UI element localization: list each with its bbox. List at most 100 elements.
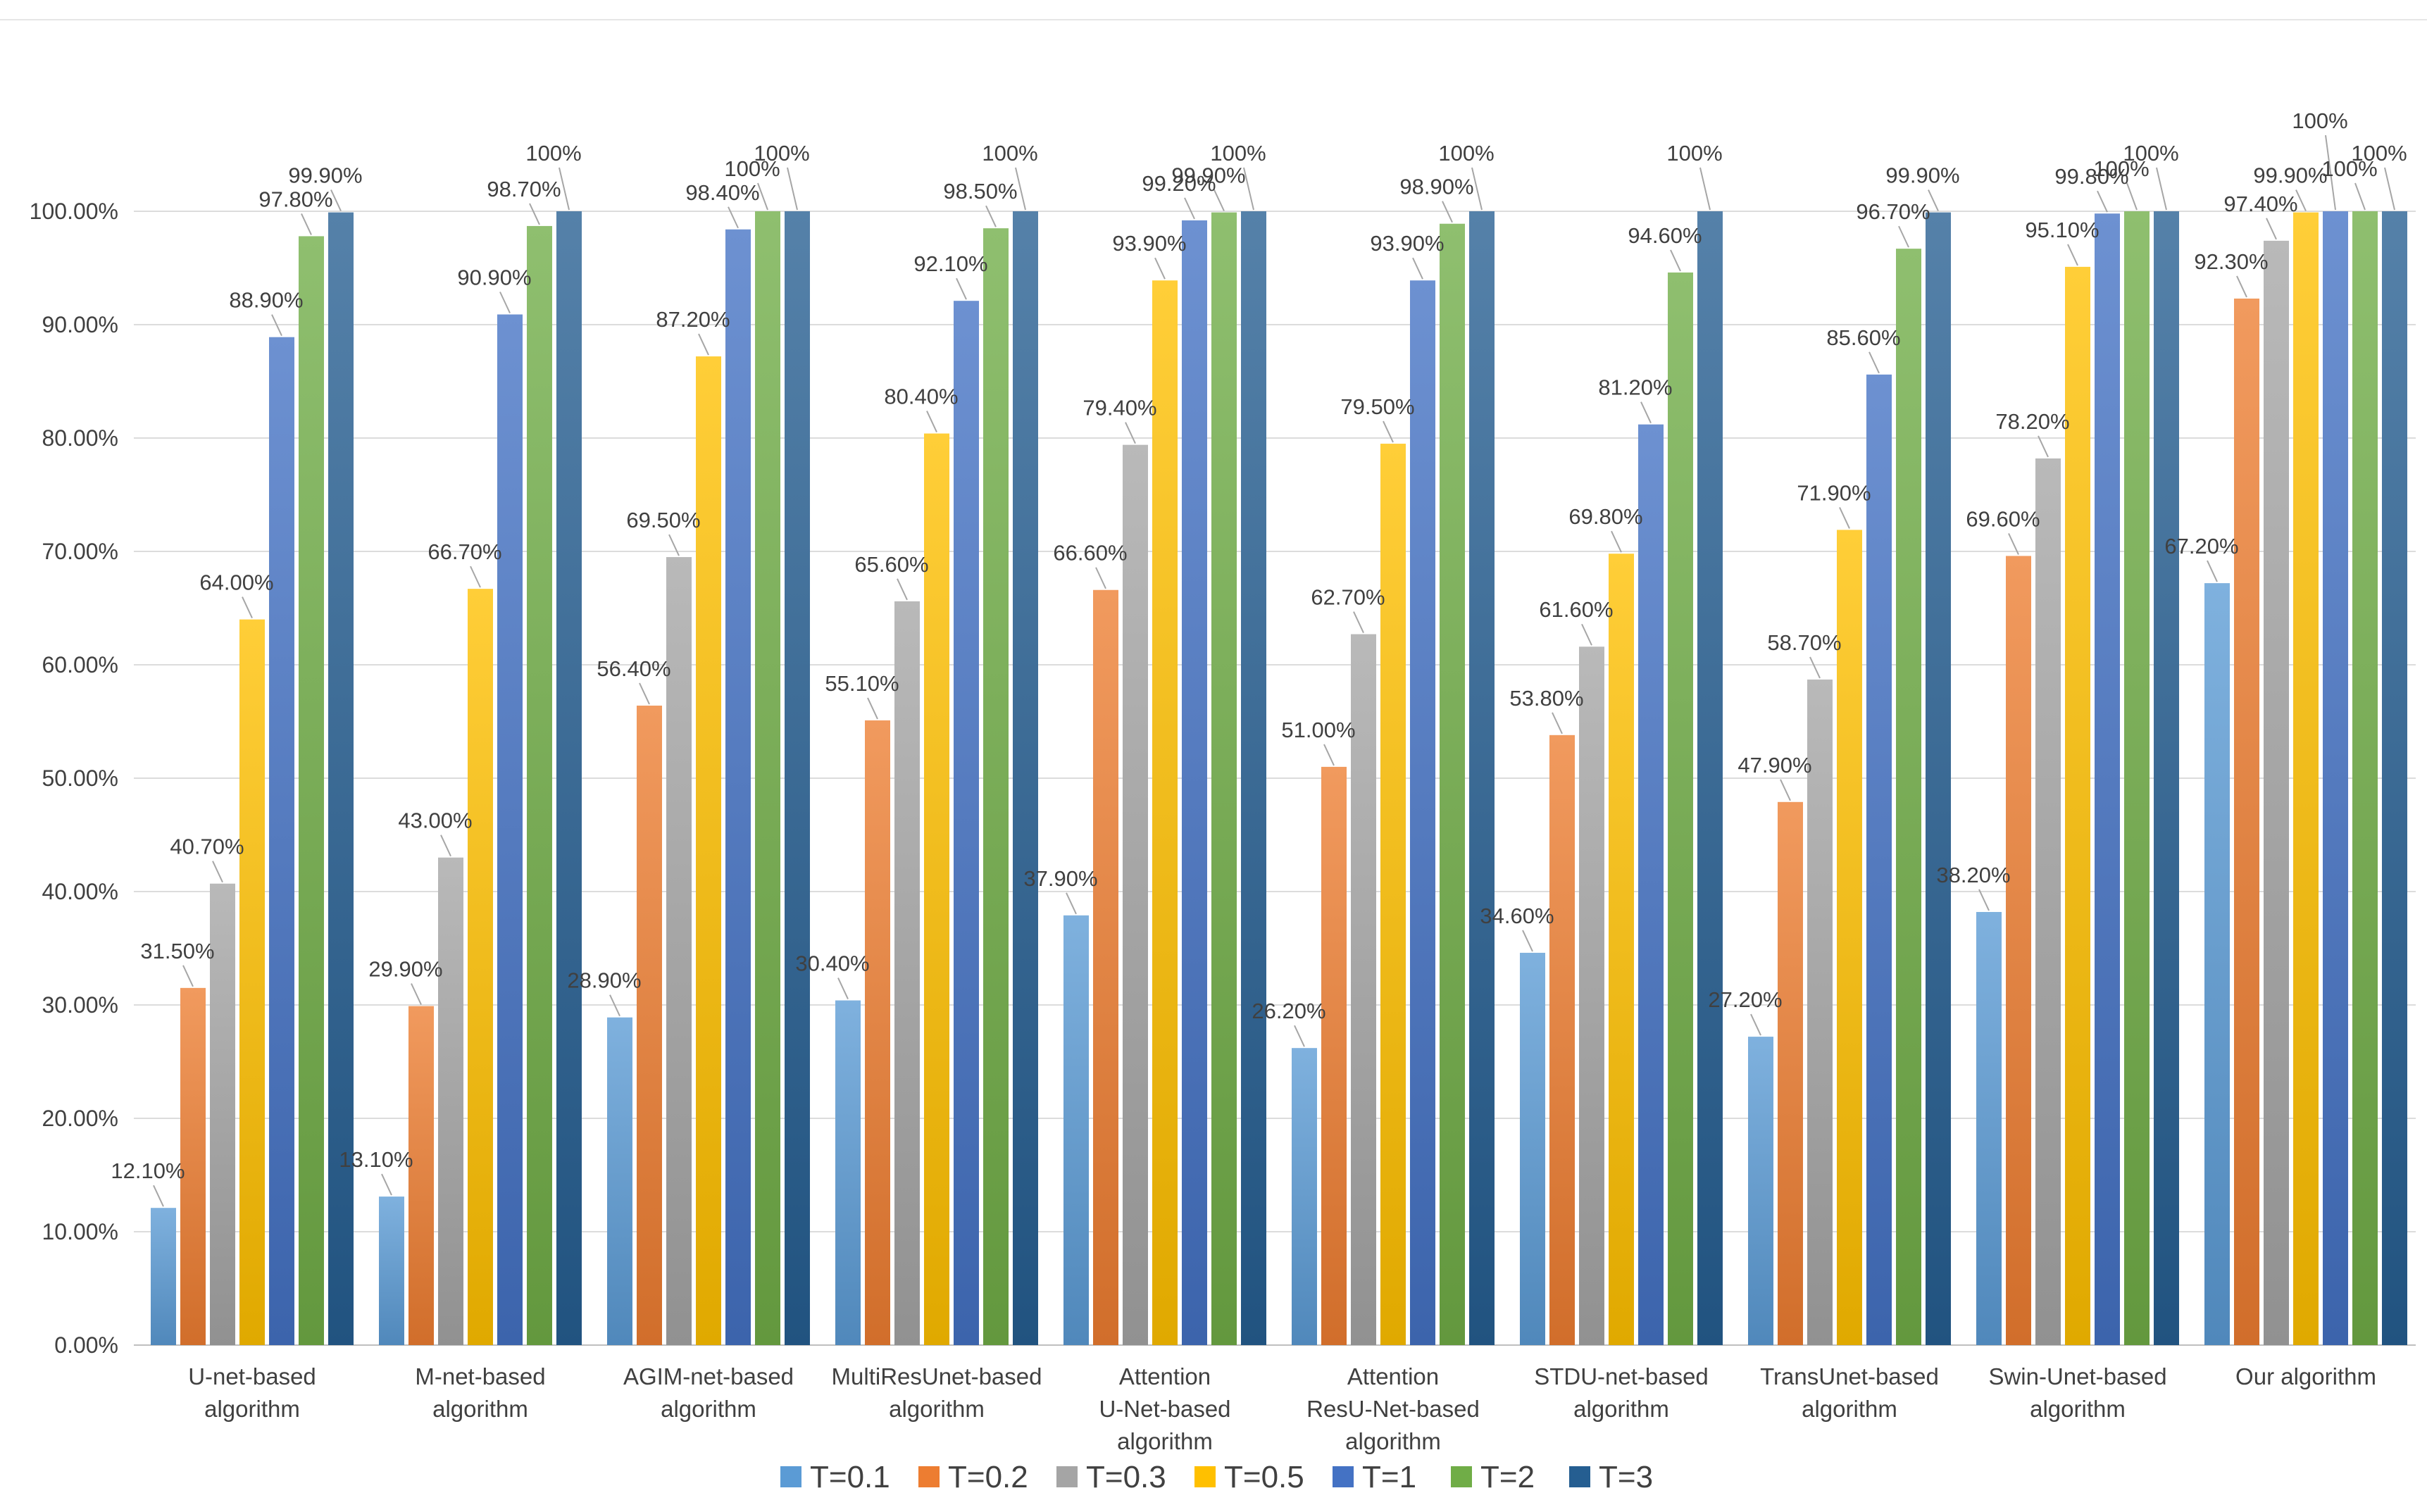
bar — [2293, 212, 2319, 1345]
category-label: AGIM-net-based algorithm — [623, 1363, 794, 1422]
y-tick-label: 10.00% — [42, 1219, 118, 1244]
data-label: 62.70% — [1311, 585, 1385, 610]
bar — [924, 433, 949, 1345]
bar — [1410, 280, 1435, 1346]
bar — [2204, 583, 2230, 1345]
bar — [468, 589, 493, 1345]
data-label: 78.20% — [1995, 409, 2069, 434]
bar — [328, 212, 354, 1345]
data-label: 66.60% — [1053, 541, 1127, 566]
leader-line — [2354, 182, 2366, 211]
leader-line — [1184, 197, 1195, 220]
leader-line — [926, 411, 937, 432]
bar — [2323, 211, 2348, 1345]
leader-line — [1015, 167, 1026, 211]
leader-line — [1214, 189, 1225, 212]
leader-line — [2236, 275, 2247, 298]
bar — [299, 236, 324, 1345]
data-label: 69.80% — [1568, 504, 1642, 529]
y-tick-label: 30.00% — [42, 992, 118, 1018]
data-label: 99.80% — [2054, 164, 2128, 189]
bar — [2234, 298, 2259, 1346]
data-label: 55.10% — [825, 671, 899, 696]
leader-line — [212, 861, 223, 883]
category-label: Attention ResU-Net-based algorithm — [1306, 1363, 1480, 1454]
bar — [1182, 220, 1207, 1345]
data-label: 47.90% — [1737, 753, 1811, 777]
bar — [1380, 444, 1406, 1345]
bar — [379, 1197, 404, 1345]
leader-line — [153, 1185, 164, 1207]
bar — [2065, 266, 2090, 1345]
bar — [1976, 911, 2002, 1345]
data-label: 97.40% — [2223, 192, 2297, 216]
data-label: 100% — [1210, 141, 1266, 165]
bar — [1866, 374, 1892, 1345]
leader-line — [1552, 712, 1563, 735]
leader-line — [956, 277, 967, 300]
bar — [785, 211, 810, 1345]
data-label: 81.20% — [1598, 375, 1672, 400]
data-label: 99.90% — [288, 163, 362, 188]
bar — [865, 720, 890, 1345]
data-label: 99.90% — [1171, 163, 1245, 188]
bar — [1668, 272, 1693, 1346]
leader-line — [1868, 351, 1880, 374]
leader-line — [1978, 889, 1990, 911]
leader-line — [837, 977, 849, 999]
data-label: 95.10% — [2025, 218, 2099, 242]
bar — [2006, 556, 2031, 1346]
data-label: 92.30% — [2194, 249, 2268, 274]
legend-swatch — [1056, 1466, 1078, 1487]
leader-line — [787, 167, 798, 211]
leader-line — [2067, 244, 2078, 266]
category-label: M-net-based algorithm — [415, 1363, 545, 1422]
y-axis-tick-labels: 0.00% 10.00% 20.00% 30.00% 40.00% 50.00% 60.00… — [30, 199, 118, 1358]
leader-line — [2038, 435, 2049, 458]
data-label: 69.60% — [1966, 506, 2040, 531]
data-label: 93.90% — [1370, 231, 1444, 256]
leader-line — [1471, 167, 1483, 211]
legend-label: T=0.5 — [1224, 1460, 1304, 1494]
data-label: 79.40% — [1083, 396, 1156, 420]
x-axis-category-labels: U-net-based algorithm M-net-based algorithm… — [188, 1363, 2376, 1454]
data-label: 26.20% — [1252, 999, 1325, 1023]
leader-line — [2156, 167, 2167, 211]
data-label: 28.90% — [567, 968, 641, 993]
data-label: 100% — [1666, 141, 1722, 165]
bar — [1292, 1048, 1317, 1345]
bar — [755, 211, 780, 1345]
data-label: 64.00% — [199, 570, 273, 595]
legend-swatch — [918, 1466, 940, 1487]
data-label: 100% — [2093, 156, 2149, 181]
bar — [269, 337, 294, 1346]
legend-label: T=2 — [1480, 1460, 1535, 1494]
bar — [983, 228, 1009, 1345]
bar — [556, 211, 582, 1345]
data-label: 100% — [525, 141, 581, 165]
bar — [1697, 211, 1723, 1345]
data-label: 100% — [2292, 108, 2347, 133]
leader-line — [728, 206, 739, 229]
data-label: 80.40% — [884, 385, 958, 409]
leader-line — [2384, 167, 2395, 211]
data-label-leader-lines — [153, 135, 2395, 1207]
leader-line — [757, 182, 768, 211]
bar — [1638, 424, 1664, 1346]
leader-line — [1412, 257, 1423, 280]
bar — [408, 1006, 434, 1345]
leader-line — [1839, 506, 1850, 529]
category-label: TransUnet-based algorithm — [1760, 1363, 1939, 1422]
bar — [1807, 679, 1833, 1345]
data-label: 96.70% — [1856, 199, 1930, 224]
bar — [1440, 223, 1465, 1346]
bar — [210, 883, 235, 1345]
data-label: 38.20% — [1936, 863, 2010, 887]
bar — [1093, 589, 1118, 1345]
data-label: 27.20% — [1708, 987, 1782, 1012]
leader-line — [1640, 401, 1652, 424]
leader-line — [1750, 1013, 1761, 1036]
data-labels: 12.10%31.50%40.70%64.00%88.90%97.80%99.9… — [111, 108, 2407, 1183]
data-label: 12.10% — [111, 1158, 185, 1183]
